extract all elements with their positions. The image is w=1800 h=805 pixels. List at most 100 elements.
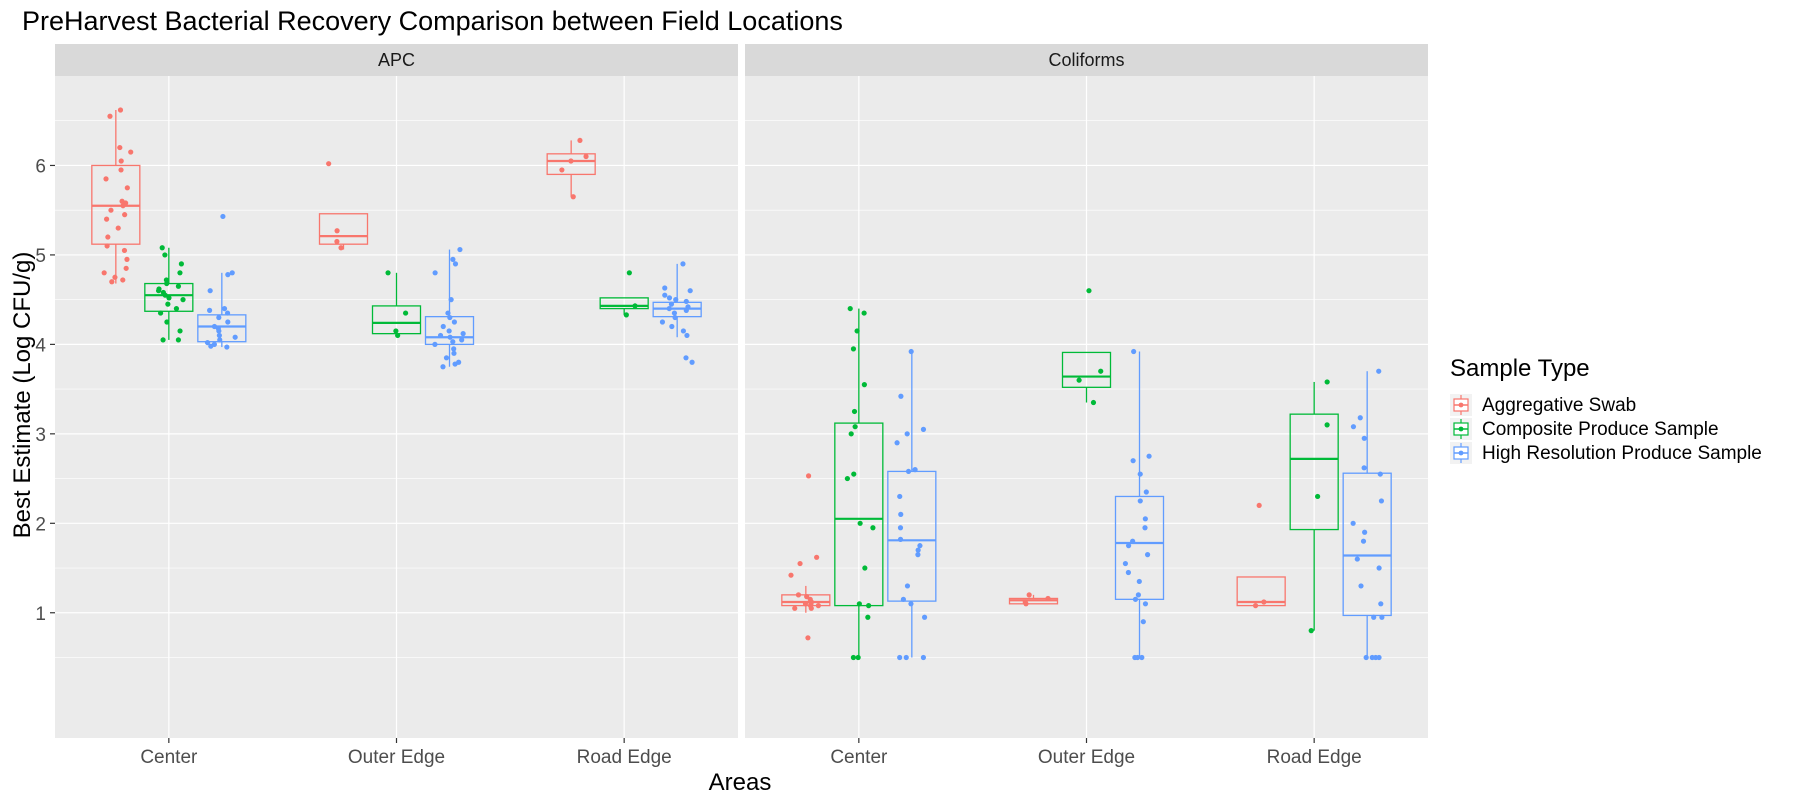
data-point <box>104 243 110 249</box>
data-point <box>450 339 456 345</box>
x-tick-label: Center <box>140 747 198 768</box>
data-point <box>124 185 130 191</box>
data-point <box>164 280 170 287</box>
data-point <box>1098 368 1104 374</box>
data-point <box>1378 601 1384 607</box>
data-point <box>673 297 679 303</box>
data-point <box>632 303 638 309</box>
data-point <box>1142 525 1148 531</box>
box-coliforms-outer-edge-s2 <box>1114 348 1165 661</box>
legend-key-point <box>1458 450 1464 456</box>
data-point <box>898 393 904 399</box>
data-point <box>1360 538 1367 544</box>
box-apc-center-s1 <box>144 245 194 343</box>
data-point <box>393 328 399 334</box>
data-point <box>123 265 129 271</box>
data-point <box>224 344 230 350</box>
data-point <box>115 225 121 231</box>
legend-entry-0: Aggregative Swab <box>1450 394 1636 416</box>
data-point <box>459 337 465 343</box>
box-apc-center-s0 <box>91 107 141 285</box>
data-point <box>446 328 452 334</box>
y-tick-label: 1 <box>35 604 46 625</box>
data-point <box>229 270 235 276</box>
data-point <box>1076 377 1082 383</box>
box-apc-road-edge-s2 <box>652 261 702 365</box>
data-point <box>672 314 678 321</box>
data-point <box>1376 565 1382 571</box>
data-point <box>120 203 126 209</box>
y-tick-label: 4 <box>35 335 46 356</box>
data-point <box>451 319 458 325</box>
data-point <box>802 601 809 607</box>
y-axis-label: Best Estimate (Log CFU/g) <box>9 252 36 539</box>
facet-strip-label: Coliforms <box>1048 50 1124 70</box>
data-point <box>792 605 798 611</box>
data-point <box>216 332 222 339</box>
data-point <box>857 520 863 526</box>
data-point <box>1144 552 1151 558</box>
data-point <box>118 158 124 164</box>
data-point <box>103 216 110 222</box>
data-point <box>450 256 456 262</box>
data-point <box>903 654 909 661</box>
data-point <box>805 473 812 479</box>
data-point <box>1376 654 1382 661</box>
data-point <box>112 274 118 280</box>
box-apc-center-s2 <box>197 213 247 350</box>
x-tick-label: Center <box>830 747 888 768</box>
data-point <box>225 272 231 278</box>
legend-entry-2: High Resolution Produce Sample <box>1450 442 1762 464</box>
data-point <box>175 337 182 343</box>
data-point <box>447 314 453 321</box>
data-point <box>559 167 565 173</box>
box-iqr <box>887 470 937 602</box>
legend-label: Aggregative Swab <box>1482 395 1636 416</box>
data-point <box>861 382 867 388</box>
x-tick-label: Road Edge <box>1267 747 1362 768</box>
data-point <box>662 285 668 291</box>
box-coliforms-road-edge-s2 <box>1342 368 1392 661</box>
data-point <box>166 295 172 301</box>
data-point <box>338 245 344 251</box>
data-point <box>155 288 162 294</box>
data-point <box>1261 599 1267 605</box>
data-point <box>671 310 678 316</box>
data-point <box>897 536 904 543</box>
box-apc-outer-edge-s0 <box>318 161 369 251</box>
data-point <box>443 355 450 361</box>
box-iqr <box>1342 472 1392 617</box>
data-point <box>121 247 128 254</box>
legend-entry-1: Composite Produce Sample <box>1450 418 1719 440</box>
data-point <box>814 554 820 560</box>
data-point <box>788 572 794 578</box>
data-point <box>101 270 107 276</box>
data-point <box>659 319 666 325</box>
y-tick-label: 3 <box>35 425 46 446</box>
data-point <box>1324 379 1330 385</box>
data-point <box>224 310 231 316</box>
data-point <box>687 288 693 294</box>
data-point <box>216 328 222 334</box>
data-point <box>815 603 821 609</box>
data-point <box>683 307 689 313</box>
data-point <box>452 261 459 267</box>
data-point <box>855 654 861 661</box>
data-point <box>804 594 810 600</box>
box-iqr <box>546 153 596 176</box>
panels: APC Center Outer Edge Road Edge Coliforms Cen… <box>35 44 1428 768</box>
data-point <box>680 328 687 334</box>
data-point <box>117 144 123 151</box>
box-iqr <box>1061 351 1112 388</box>
data-point <box>175 283 182 289</box>
data-point <box>683 355 689 361</box>
data-point <box>385 270 391 276</box>
data-point <box>395 332 401 339</box>
x-axis-label: Areas <box>709 769 772 796</box>
box-coliforms-center-s1 <box>834 305 884 661</box>
data-point <box>894 440 900 446</box>
data-point <box>689 359 695 365</box>
data-point <box>105 234 111 240</box>
data-point <box>904 583 911 589</box>
